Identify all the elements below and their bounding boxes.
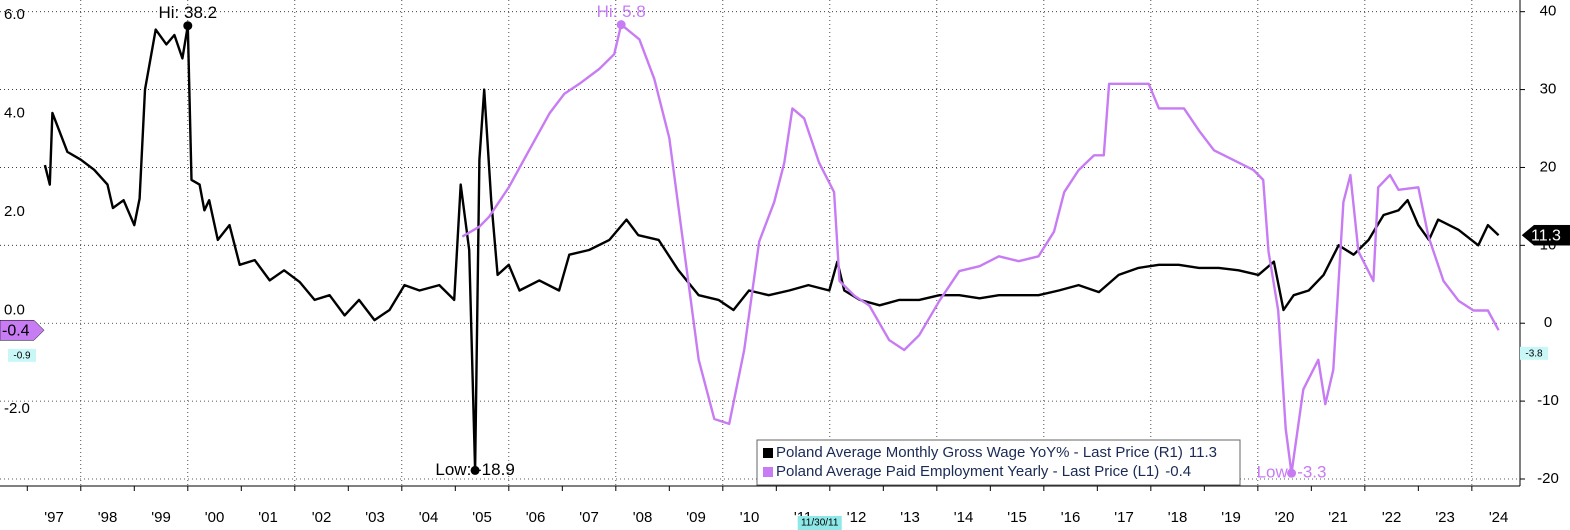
x-tick-label: '14 xyxy=(954,509,974,526)
x-tick-label: '24 xyxy=(1489,509,1509,526)
marker-bg xyxy=(8,348,36,362)
x-tick-label: '10 xyxy=(740,509,760,526)
last-value-label: -0.4 xyxy=(2,322,30,339)
x-tick-label: '06 xyxy=(526,509,546,526)
x-tick-label: '13 xyxy=(900,509,920,526)
x-tick-label: '22 xyxy=(1382,509,1402,526)
y2-tick-label: 0 xyxy=(1544,314,1552,331)
x-tick-label: '98 xyxy=(98,509,118,526)
x-tick-label: '17 xyxy=(1114,509,1134,526)
x-tick-label: '12 xyxy=(847,509,867,526)
x-tick-label: '15 xyxy=(1007,509,1027,526)
x-tick-label: '19 xyxy=(1221,509,1241,526)
legend-value: 11.3 xyxy=(1189,444,1217,461)
marker-bg xyxy=(1520,346,1548,360)
low-point xyxy=(470,465,480,475)
x-tick-label: '01 xyxy=(258,509,278,526)
x-tick-label: '04 xyxy=(419,509,439,526)
y-tick-label: 6.0 xyxy=(4,6,25,23)
x-tick-label: '97 xyxy=(44,509,64,526)
x-tick-label: '08 xyxy=(633,509,653,526)
legend: Poland Average Monthly Gross Wage YoY% -… xyxy=(756,439,1241,486)
y-tick-label: -2.0 xyxy=(4,400,30,417)
legend-swatch xyxy=(763,467,773,477)
legend-box xyxy=(756,439,1241,486)
series-line xyxy=(43,24,1500,472)
low-label: Low: -3.3 xyxy=(1257,463,1327,482)
hi-point xyxy=(183,21,193,31)
date-marker: 11/30/11 xyxy=(801,518,839,529)
series-line xyxy=(461,23,1500,475)
x-tick-label: '99 xyxy=(151,509,171,526)
x-tick-label: '18 xyxy=(1168,509,1188,526)
marker-label: -3.8 xyxy=(1525,348,1543,359)
x-tick-label: '20 xyxy=(1275,509,1295,526)
last-value-label: 11.3 xyxy=(1531,227,1561,244)
y-tick-label: 0.0 xyxy=(4,301,25,318)
x-tick-label: '00 xyxy=(205,509,225,526)
low-point xyxy=(1287,468,1297,478)
y2-tick-label: -10 xyxy=(1537,392,1559,409)
legend-name: Poland Average Paid Employment Yearly - … xyxy=(776,463,1159,480)
legend-label: Poland Average Paid Employment Yearly - … xyxy=(776,463,1191,480)
hi-label: Hi: 38.2 xyxy=(158,3,217,22)
y2-tick-label: 40 xyxy=(1540,3,1557,20)
marker-label: -0.9 xyxy=(13,351,31,362)
low-label: Low: -18.9 xyxy=(435,460,514,479)
hi-point xyxy=(616,20,626,30)
hi-label: Hi: 5.8 xyxy=(597,2,646,21)
y2-tick-label: 30 xyxy=(1540,81,1557,98)
last-value-flag xyxy=(0,319,45,341)
legend-label: Poland Average Monthly Gross Wage YoY% -… xyxy=(776,444,1217,461)
date-marker-bg xyxy=(797,516,842,530)
x-tick-label: '09 xyxy=(686,509,706,526)
y2-tick-label: -20 xyxy=(1537,470,1559,487)
legend-name: Poland Average Monthly Gross Wage YoY% -… xyxy=(776,444,1183,461)
y2-tick-label: 20 xyxy=(1540,158,1557,175)
y-tick-label: 4.0 xyxy=(4,104,25,121)
x-tick-label: '16 xyxy=(1061,509,1081,526)
x-tick-label: '03 xyxy=(365,509,385,526)
x-tick-label: '23 xyxy=(1435,509,1455,526)
y-tick-label: 2.0 xyxy=(4,203,25,220)
last-value-flag xyxy=(1521,224,1570,246)
x-tick-label: '07 xyxy=(579,509,599,526)
lines xyxy=(43,20,1500,478)
x-tick-label: '02 xyxy=(312,509,332,526)
x-tick-label: '21 xyxy=(1328,509,1348,526)
legend-swatch xyxy=(763,448,773,458)
x-tick-label: '05 xyxy=(472,509,492,526)
legend-value: -0.4 xyxy=(1165,463,1191,480)
